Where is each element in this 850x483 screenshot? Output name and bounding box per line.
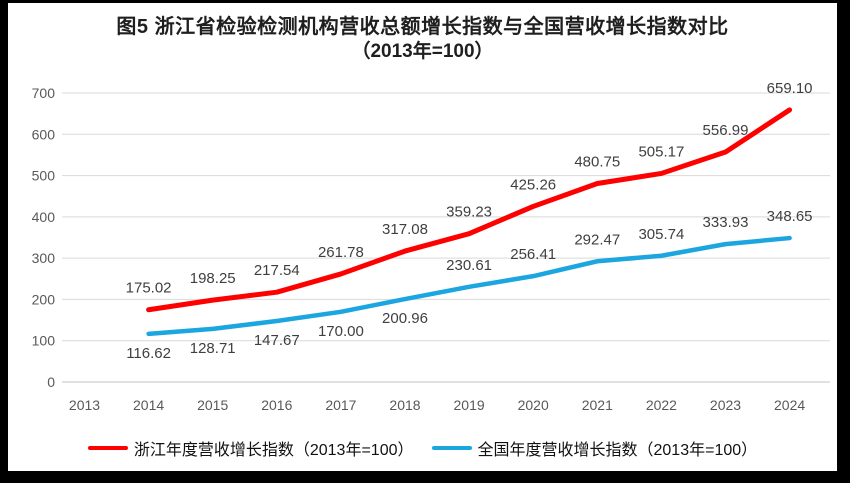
y-tick-label: 500 [32, 168, 56, 184]
x-tick-label: 2016 [261, 397, 292, 413]
data-label: 170.00 [318, 323, 364, 340]
y-tick-label: 0 [47, 374, 55, 390]
chart-title: 图5 浙江省检验检测机构营收总额增长指数与全国营收增长指数对比 （2013年=1… [8, 15, 837, 64]
data-label: 230.61 [446, 257, 492, 274]
legend-label-national: 全国年度营收增长指数（2013年=100） [477, 442, 758, 459]
zhejiang-line-swatch-icon [87, 445, 128, 451]
data-label: 556.99 [703, 122, 749, 139]
data-label: 217.54 [254, 262, 300, 279]
legend-item-national: 全国年度营收增长指数（2013年=100） [431, 436, 758, 460]
data-label: 116.62 [126, 345, 171, 362]
x-tick-label: 2017 [325, 397, 356, 413]
data-label: 128.71 [190, 340, 236, 357]
chart-title-line2: （2013年=100） [351, 41, 494, 62]
data-label: 175.02 [126, 280, 172, 297]
x-tick-label: 2015 [197, 397, 228, 413]
chart-legend: 浙江年度营收增长指数（2013年=100） 全国年度营收增长指数（2013年=1… [8, 436, 837, 460]
data-label: 480.75 [574, 154, 620, 171]
x-tick-label: 2013 [69, 397, 100, 413]
data-label: 261.78 [318, 244, 364, 261]
data-label: 198.25 [190, 270, 236, 287]
data-label: 305.74 [638, 226, 684, 243]
national-line-swatch-icon [431, 445, 472, 451]
legend-item-zhejiang: 浙江年度营收增长指数（2013年=100） [87, 436, 414, 460]
y-tick-label: 100 [32, 333, 56, 349]
data-label: 333.93 [703, 214, 749, 231]
x-tick-label: 2019 [454, 397, 485, 413]
y-tick-label: 600 [32, 126, 56, 142]
x-tick-label: 2014 [133, 397, 164, 413]
series-line-national [146, 235, 792, 337]
y-tick-label: 700 [32, 85, 56, 101]
y-tick-label: 300 [32, 250, 56, 266]
data-label: 200.96 [382, 310, 428, 327]
data-label: 317.08 [382, 221, 428, 238]
data-label: 505.17 [638, 143, 684, 160]
data-label: 425.26 [510, 176, 556, 193]
y-tick-label: 400 [32, 209, 56, 225]
legend-label-zhejiang: 浙江年度营收增长指数（2013年=100） [133, 442, 414, 459]
x-tick-label: 2018 [389, 397, 420, 413]
y-tick-label: 200 [32, 291, 56, 307]
x-tick-label: 2021 [582, 397, 613, 413]
data-label: 359.23 [446, 204, 492, 221]
x-tick-label: 2020 [518, 397, 549, 413]
chart-title-line1: 图5 浙江省检验检测机构营收总额增长指数与全国营收增长指数对比 [116, 16, 729, 38]
x-tick-label: 2023 [710, 397, 741, 413]
chart-canvas: 图5 浙江省检验检测机构营收总额增长指数与全国营收增长指数对比 （2013年=1… [8, 3, 837, 471]
data-label: 348.65 [767, 208, 813, 225]
x-tick-label: 2022 [646, 397, 677, 413]
data-label: 292.47 [574, 231, 620, 248]
data-label: 256.41 [510, 246, 556, 263]
chart-plot: 0 100 200 300 400 500 600 700 2013 2014 2015 2016 20… [32, 80, 830, 413]
data-label: 147.67 [254, 332, 300, 349]
x-tick-label: 2024 [774, 397, 805, 413]
series-line-zhejiang [146, 107, 793, 313]
data-label: 659.10 [767, 80, 813, 97]
